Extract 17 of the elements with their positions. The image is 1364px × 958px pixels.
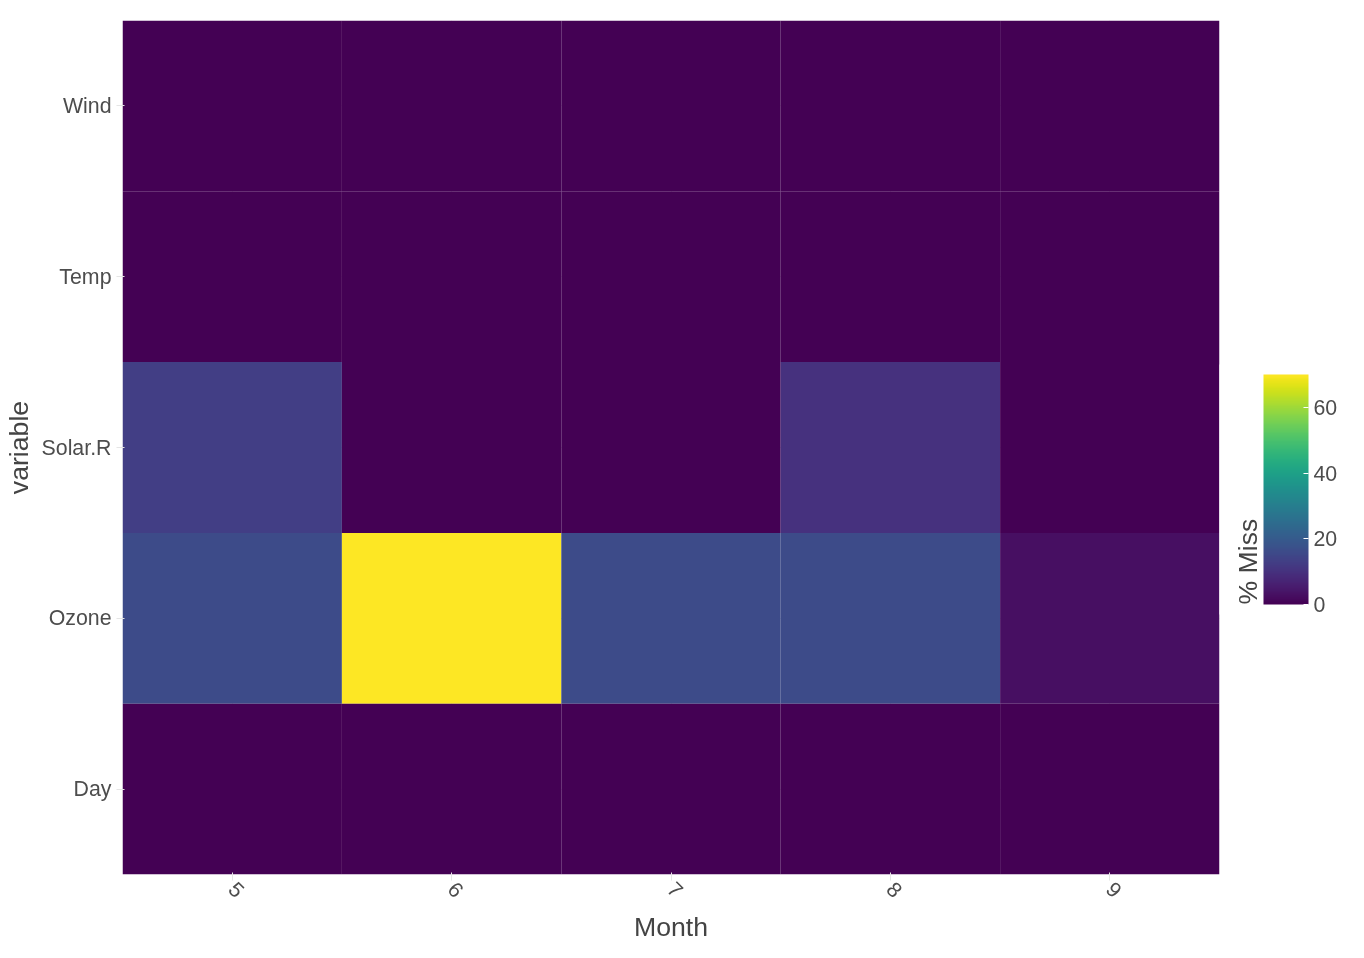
y-tick-label: Solar.R: [41, 435, 112, 460]
x-tick-label: 5: [223, 877, 249, 903]
x-tick-label: 7: [662, 877, 688, 903]
color-bar-label: 60: [1313, 395, 1338, 420]
y-tick-label: Wind: [62, 93, 112, 118]
x-tick-label: 9: [1100, 877, 1127, 903]
color-bar-label: 40: [1313, 461, 1338, 486]
color-bar-label: 20: [1313, 527, 1338, 552]
x-tick-label: 8: [881, 877, 907, 903]
y-tick-label: Temp: [59, 264, 112, 289]
y-tick-label: Day: [73, 777, 112, 802]
color-bar-label: 0: [1313, 593, 1326, 617]
color-bar-title: % Miss: [1232, 518, 1263, 605]
y-tick-label: Ozone: [48, 606, 112, 631]
y-axis-title: variable: [3, 400, 34, 495]
x-axis-title: Month: [633, 912, 709, 943]
x-tick-label: 6: [442, 877, 469, 903]
